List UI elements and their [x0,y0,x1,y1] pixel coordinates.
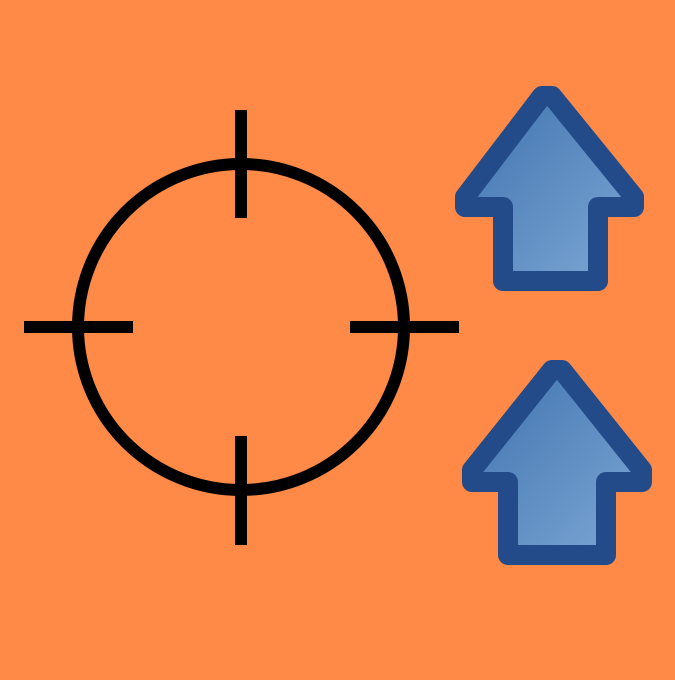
arrow-up-shape [462,360,652,565]
arrow-up-icon [462,360,652,565]
arrow-up-shape [455,86,644,291]
crosshair-icon [24,110,459,545]
arrow-up-icon [455,86,644,291]
